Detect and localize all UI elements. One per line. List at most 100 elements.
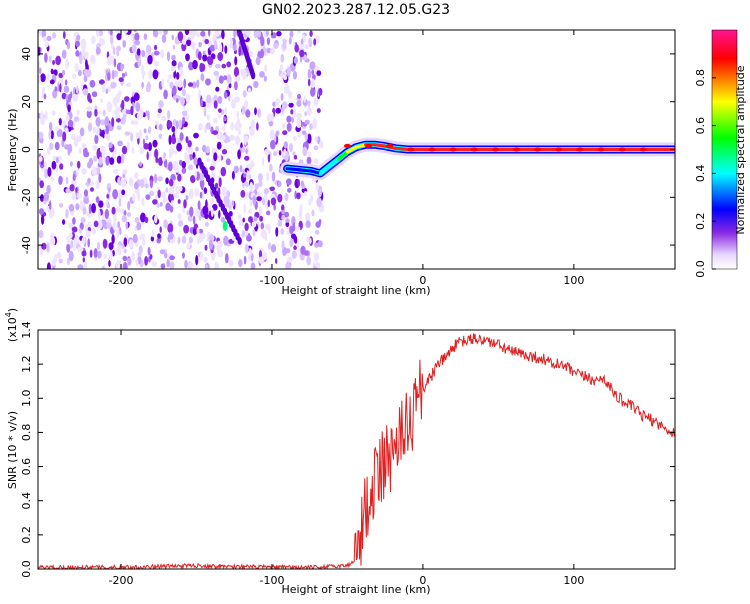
noise-speckle [50,130,54,140]
noise-speckle [169,193,174,201]
noise-speckle [86,106,93,112]
noise-speckle [198,172,205,181]
noise-speckle [196,31,200,38]
noise-speckle [243,173,247,178]
noise-speckle [116,125,122,131]
noise-speckle [72,119,76,129]
noise-speckle [312,265,318,269]
noise-speckle [167,110,171,120]
noise-speckle [231,200,235,207]
ridge-hotspot [534,147,542,152]
noise-speckle [171,60,177,67]
noise-speckle [166,258,170,268]
y-tick-label: 0.6 [20,458,33,476]
noise-speckle [106,194,109,199]
noise-speckle [82,257,86,263]
noise-speckle [266,171,270,182]
noise-speckle [169,255,176,261]
noise-speckle [81,236,86,245]
noise-speckle [157,30,163,35]
noise-speckle [115,30,122,34]
noise-speckle [133,92,140,101]
noise-speckle [159,249,166,255]
noise-speckle [257,30,261,38]
noise-speckle [106,203,111,209]
noise-speckle [131,251,136,261]
noise-speckle [120,63,124,72]
noise-speckle [214,182,219,189]
noise-speckle [229,37,233,49]
noise-speckle [175,98,179,103]
noise-speckle [107,101,112,107]
noise-speckle [250,119,256,129]
noise-speckle [289,143,293,153]
noise-speckle [268,242,271,251]
noise-speckle [249,200,253,207]
noise-speckle [280,93,284,101]
noise-speckle [195,255,199,266]
noise-speckle [301,130,307,135]
noise-speckle [244,155,250,161]
noise-speckle [69,232,73,239]
noise-speckle [177,199,181,204]
noise-speckle [184,259,188,269]
noise-speckle [99,110,102,115]
noise-speckle [297,93,301,100]
noise-speckle [127,257,132,266]
y-tick-label: -20 [20,188,33,206]
noise-speckle [147,54,153,65]
noise-speckle [259,206,262,216]
noise-speckle [186,210,190,216]
noise-speckle [38,208,45,215]
noise-speckle [157,108,162,114]
noise-speckle [87,177,91,184]
noise-speckle [188,164,194,171]
noise-speckle [211,147,218,155]
noise-speckle [91,166,97,177]
noise-speckle [107,72,111,81]
noise-speckle [237,149,242,160]
noise-speckle [49,142,54,150]
noise-streak [237,236,242,245]
noise-speckle [65,94,69,102]
noise-speckle [306,256,312,266]
noise-speckle [105,156,110,166]
noise-speckle [47,72,50,82]
noise-speckle [233,165,239,174]
noise-speckle [98,79,105,85]
noise-speckle [65,208,69,219]
noise-speckle [242,69,247,81]
noise-speckle [208,239,213,250]
noise-speckle [303,95,307,103]
noise-speckle [145,110,148,117]
noise-speckle [214,261,219,269]
noise-speckle [304,132,308,142]
noise-speckle [121,214,128,223]
noise-speckle [58,118,62,126]
noise-speckle [279,64,284,71]
x-tick-label: 100 [563,274,584,287]
noise-speckle [46,184,51,194]
noise-speckle [110,35,114,45]
noise-speckle [241,146,246,153]
noise-speckle [311,209,315,217]
noise-speckle [192,215,196,225]
noise-speckle [108,187,111,193]
colorbar-tick-label: 0.4 [694,165,707,183]
noise-speckle [307,133,312,144]
noise-speckle [72,173,76,182]
noise-speckle [152,139,158,148]
noise-speckle [310,78,316,89]
noise-speckle [245,30,251,36]
noise-speckle [134,40,140,46]
noise-speckle [49,121,53,132]
noise-speckle [67,257,70,266]
noise-speckle [257,173,263,182]
noise-speckle [174,150,178,155]
noise-speckle [137,136,140,145]
noise-speckle [73,235,80,246]
noise-speckle [135,259,139,267]
noise-speckle [58,72,64,79]
noise-speckle [315,183,319,191]
noise-speckle [94,109,98,117]
